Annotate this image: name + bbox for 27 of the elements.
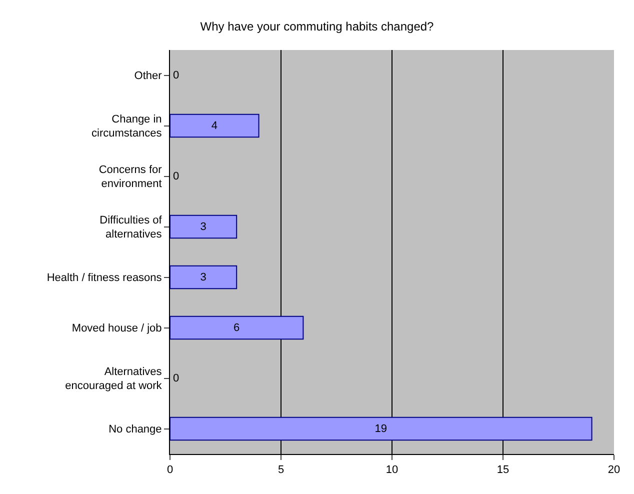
bar: [170, 416, 592, 441]
data-label: 3: [200, 271, 206, 284]
data-label: 4: [211, 120, 218, 132]
data-label: 6: [234, 322, 240, 334]
data-label: 3: [200, 220, 206, 233]
data-label: 0: [173, 69, 180, 82]
y-tick-label: Change in circumstances: [92, 113, 162, 140]
data-label: 0: [173, 372, 180, 384]
x-tick-label: 10: [386, 464, 398, 476]
x-tick-label: 5: [278, 464, 284, 476]
x-tick-label: 15: [496, 464, 510, 476]
bar: [170, 214, 238, 239]
bar: [170, 265, 238, 290]
data-label: 0: [173, 170, 180, 182]
y-tick-label: No change: [108, 424, 162, 436]
x-tick-label: 0: [166, 464, 174, 476]
y-tick-label: Moved house / job: [72, 322, 162, 335]
bar: [170, 114, 260, 138]
y-tick-label: Concerns for environment: [98, 164, 162, 190]
y-tick-label: Other: [134, 70, 162, 82]
y-tick-label: Difficulties of alternatives: [100, 214, 163, 241]
y-tick-label: Health / fitness reasons: [46, 272, 162, 284]
x-tick-label: 20: [608, 464, 620, 476]
bar: [170, 316, 304, 340]
data-label: 19: [374, 422, 388, 435]
chart-title: Why have your commuting habits changed?: [200, 20, 434, 34]
y-tick-label: Alternatives encouraged at work: [65, 366, 162, 392]
